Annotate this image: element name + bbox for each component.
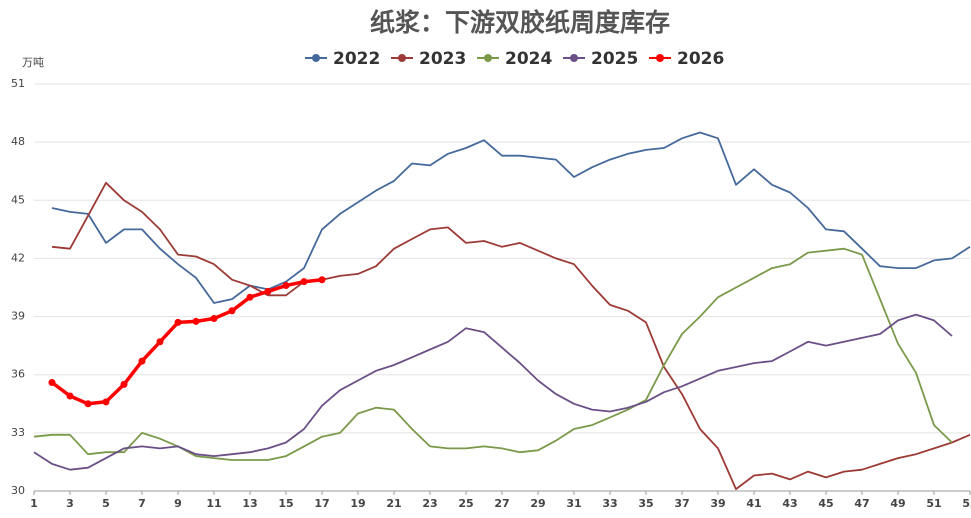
legend-label: 2022 bbox=[333, 49, 380, 69]
legend-marker bbox=[312, 54, 320, 62]
x-tick-label: 21 bbox=[386, 497, 401, 510]
data-point bbox=[84, 400, 92, 408]
x-tick-label: 33 bbox=[602, 497, 617, 510]
series-line bbox=[50, 277, 323, 406]
series-line bbox=[51, 181, 971, 490]
y-tick-label: 36 bbox=[11, 368, 25, 381]
x-tick-label: 31 bbox=[566, 497, 581, 510]
y-tick-label: 45 bbox=[11, 193, 25, 206]
x-tick-label: 15 bbox=[278, 497, 293, 510]
data-point bbox=[282, 282, 290, 290]
data-point bbox=[138, 357, 146, 365]
series-line bbox=[51, 131, 971, 304]
data-point bbox=[66, 392, 74, 400]
legend-marker bbox=[398, 54, 406, 62]
legend-marker bbox=[656, 54, 664, 62]
y-tick-label: 48 bbox=[11, 135, 25, 148]
x-tick-label: 25 bbox=[458, 497, 473, 510]
x-tick-label: 3 bbox=[66, 497, 74, 510]
data-point bbox=[228, 307, 236, 315]
legend-label: 2025 bbox=[591, 49, 638, 69]
data-point bbox=[102, 398, 110, 406]
legend-marker bbox=[484, 54, 492, 62]
y-tick-label: 42 bbox=[11, 251, 25, 264]
x-tick-label: 47 bbox=[854, 497, 869, 510]
x-tick-label: 7 bbox=[138, 497, 146, 510]
data-point bbox=[264, 287, 272, 295]
x-tick-label: 17 bbox=[314, 497, 329, 510]
x-tick-label: 43 bbox=[782, 497, 797, 510]
chart-title: 纸浆：下游双胶纸周度库存 bbox=[370, 8, 670, 37]
x-tick-label: 1 bbox=[30, 497, 38, 510]
x-tick-label: 39 bbox=[710, 497, 725, 510]
y-tick-label: 30 bbox=[11, 484, 25, 497]
x-tick-label: 13 bbox=[242, 497, 257, 510]
x-tick-label: 35 bbox=[638, 497, 653, 510]
data-point bbox=[192, 317, 200, 325]
x-tick-label: 37 bbox=[674, 497, 689, 510]
series-line bbox=[33, 247, 953, 461]
data-point bbox=[210, 315, 218, 323]
data-point bbox=[48, 378, 56, 386]
x-tick-label: 5 bbox=[102, 497, 110, 510]
x-tick-label: 45 bbox=[818, 497, 833, 510]
x-tick-label: 19 bbox=[350, 497, 365, 510]
data-point bbox=[174, 318, 182, 326]
x-tick-label: 29 bbox=[530, 497, 545, 510]
data-point bbox=[156, 338, 164, 346]
data-point bbox=[120, 380, 128, 388]
x-tick-label: 41 bbox=[746, 497, 761, 510]
x-tick-label: 53 bbox=[962, 497, 971, 510]
data-point bbox=[318, 276, 326, 284]
x-tick-label: 23 bbox=[422, 497, 437, 510]
x-tick-label: 11 bbox=[206, 497, 221, 510]
legend-label: 2023 bbox=[419, 49, 466, 69]
x-tick-label: 27 bbox=[494, 497, 509, 510]
data-point bbox=[246, 293, 254, 301]
x-tick-label: 9 bbox=[174, 497, 182, 510]
y-tick-label: 33 bbox=[11, 426, 25, 439]
y-tick-label: 39 bbox=[11, 310, 25, 323]
x-tick-label: 49 bbox=[890, 497, 905, 510]
x-tick-label: 51 bbox=[926, 497, 941, 510]
data-point bbox=[300, 278, 308, 286]
y-tick-label: 51 bbox=[11, 77, 25, 90]
legend-label: 2026 bbox=[677, 49, 724, 69]
y-axis-label: 万吨 bbox=[22, 56, 44, 69]
legend-label: 2024 bbox=[505, 49, 552, 69]
legend-marker bbox=[570, 54, 578, 62]
series-line bbox=[33, 313, 953, 471]
